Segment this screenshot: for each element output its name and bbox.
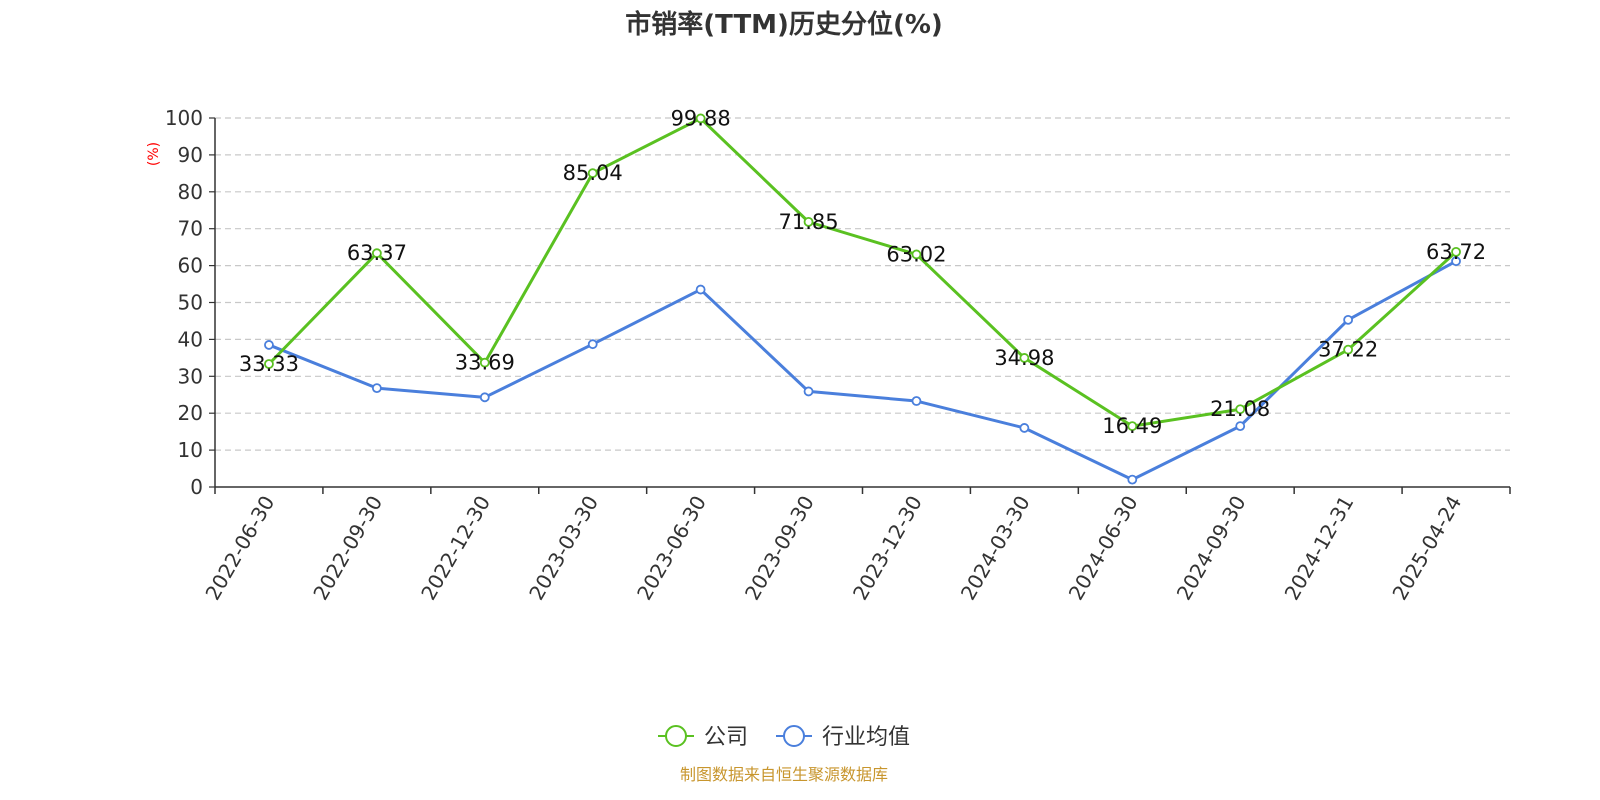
chart-title: 市销率(TTM)历史分位(%) <box>625 9 943 40</box>
y-tick-label: 80 <box>178 180 203 204</box>
data-point <box>371 248 382 259</box>
x-tick-label: 2023-09-30 <box>740 492 819 605</box>
data-point <box>1019 353 1030 363</box>
data-point <box>803 386 814 397</box>
source-note: 制图数据来自恒生聚源数据库 <box>680 765 888 784</box>
data-point <box>695 284 706 295</box>
y-tick-label: 20 <box>178 401 203 425</box>
y-tick-label: 90 <box>178 143 203 167</box>
data-point <box>1127 421 1138 432</box>
data-point <box>587 168 598 179</box>
data-point <box>1235 404 1246 415</box>
x-ticks: 2022-06-30 2022-09-30 2022-12-30 2023-03-30… <box>200 487 1511 605</box>
y-tick-label: 70 <box>178 217 203 241</box>
x-tick-label: 2025-04-24 <box>1387 492 1466 605</box>
data-label: 63.02 <box>886 242 946 266</box>
data-point <box>479 357 490 368</box>
x-tick-label: 2022-12-30 <box>416 491 495 604</box>
data-point <box>1019 423 1030 433</box>
data-label: 33.33 <box>239 352 299 376</box>
data-point <box>911 396 922 406</box>
data-point <box>1451 246 1461 257</box>
y-tick-label: 10 <box>178 438 203 462</box>
y-tick-label: 60 <box>178 254 203 278</box>
data-point <box>1343 344 1354 355</box>
data-point <box>587 339 598 350</box>
y-tick-label: 40 <box>178 327 203 351</box>
data-point <box>695 113 706 124</box>
x-tick-label: 2023-03-30 <box>524 492 603 605</box>
data-label: 21.08 <box>1210 397 1270 421</box>
data-point <box>911 249 922 260</box>
y-tick-label: 50 <box>178 291 203 315</box>
x-tick-label: 2022-06-30 <box>200 492 279 605</box>
series-line <box>267 116 1458 428</box>
data-label: 63.37 <box>347 241 407 265</box>
data-label: 37.22 <box>1318 338 1378 362</box>
data-point <box>1235 421 1246 432</box>
data-point <box>803 216 814 227</box>
series-line <box>268 259 1457 482</box>
x-tick-label: 2023-12-30 <box>848 491 927 604</box>
data-label: 16.49 <box>1102 414 1162 438</box>
x-tick-label: 2023-06-30 <box>632 492 711 605</box>
data-label: 71.85 <box>778 210 838 234</box>
x-tick-label: 2024-06-30 <box>1064 492 1143 605</box>
legend-label: 行业均值 <box>822 725 910 750</box>
legend-marker <box>665 725 687 747</box>
legend-marker <box>783 725 805 747</box>
legend-label: 公司 <box>704 725 748 750</box>
data-point <box>264 359 274 369</box>
data-label: 34.98 <box>994 346 1054 370</box>
data-point <box>1127 474 1138 485</box>
data-label: 63.72 <box>1426 240 1486 264</box>
x-tick-label: 2024-03-30 <box>956 492 1035 605</box>
x-tick-label: 2024-09-30 <box>1172 492 1251 605</box>
data-point <box>479 392 490 403</box>
x-tick-label: 2022-09-30 <box>308 492 387 605</box>
data-label: 85.04 <box>563 161 623 185</box>
data-point <box>264 340 274 350</box>
data-point <box>1451 256 1461 267</box>
data-labels: 33.33 63.37 33.69 85.04 99.88 71.85 63.02 34.98… <box>239 106 1486 438</box>
y-tick-label: 30 <box>178 364 203 388</box>
y-tick-label: 0 <box>190 475 203 499</box>
data-label: 33.69 <box>455 351 515 375</box>
data-point <box>1343 314 1354 325</box>
y-axis-label: (%) <box>146 142 162 166</box>
data-point <box>371 383 382 394</box>
series <box>264 113 1461 485</box>
y-ticks: 0 10 20 30 40 50 60 70 80 90 100 <box>165 106 215 499</box>
data-label: 99.88 <box>671 106 731 130</box>
grid-lines <box>215 117 1510 451</box>
legend: 公司 行业均值 <box>658 725 910 750</box>
y-tick-label: 100 <box>165 106 203 130</box>
x-tick-label: 2024-12-31 <box>1280 492 1359 605</box>
